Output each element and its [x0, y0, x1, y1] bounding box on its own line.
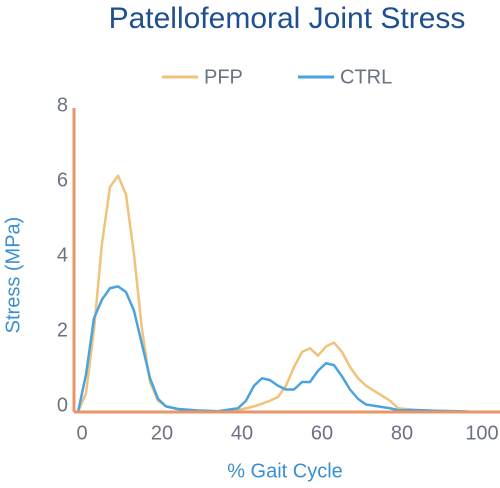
x-tick-label: 60 [311, 422, 333, 444]
legend-label: CTRL [340, 66, 392, 88]
x-axis-label: % Gait Cycle [227, 460, 343, 482]
y-axis-label: Stress (MPa) [2, 217, 24, 334]
data-line [76, 285, 479, 414]
x-tick-label: 40 [231, 422, 253, 444]
data-line [76, 174, 479, 414]
y-tick-label: 0 [57, 394, 68, 416]
x-tick-label: 80 [391, 422, 413, 444]
y-tick-label: 6 [57, 169, 68, 191]
x-tick-label: 20 [151, 422, 173, 444]
chart-title: Patellofemoral Joint Stress [109, 2, 466, 35]
y-tick-label: 8 [57, 94, 68, 116]
x-tick-label: 100 [465, 422, 498, 444]
y-tick-label: 4 [57, 244, 68, 266]
x-tick-label: 0 [76, 422, 87, 444]
legend-label: PFP [204, 66, 243, 88]
y-tick-label: 2 [57, 319, 68, 341]
